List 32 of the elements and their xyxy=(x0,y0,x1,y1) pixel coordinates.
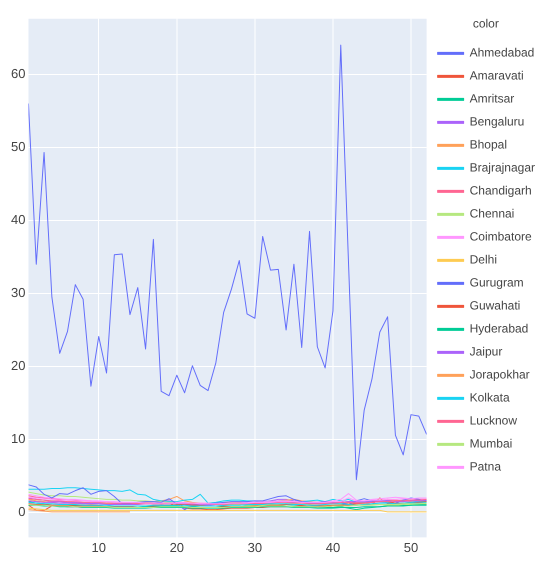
legend-label: Guwahati xyxy=(470,298,520,313)
y-tick-label: 10 xyxy=(10,431,26,446)
legend-label: Kolkata xyxy=(470,390,510,405)
legend-label: Chandigarh xyxy=(470,184,532,198)
legend-label: Mumbai xyxy=(470,436,512,451)
y-tick-label: 60 xyxy=(10,66,26,81)
x-tick-label: 20 xyxy=(170,540,184,555)
legend-label: Jorapokhar xyxy=(470,368,530,382)
y-tick-label: 30 xyxy=(10,285,26,300)
legend-title: color xyxy=(472,16,499,30)
y-tick-label: 0 xyxy=(18,504,26,520)
y-tick-label: 50 xyxy=(10,138,26,154)
x-tick-label: 40 xyxy=(326,540,340,555)
legend-label: Jaipur xyxy=(470,344,502,359)
legend-label: Brajrajnagar xyxy=(470,160,536,175)
legend-label: Lucknow xyxy=(470,414,518,428)
legend-label: Ahmedabad xyxy=(470,46,534,60)
legend-label: Patna xyxy=(470,460,502,474)
legend-label: Coimbatore xyxy=(470,230,532,244)
legend-label: Chennai xyxy=(470,206,514,221)
x-tick-label: 30 xyxy=(248,540,262,555)
legend-label: Bhopal xyxy=(470,138,508,152)
legend-label: Hyderabad xyxy=(470,322,528,336)
legend-label: Delhi xyxy=(470,252,497,267)
x-tick-label: 10 xyxy=(91,540,106,555)
y-tick-label: 20 xyxy=(10,358,26,374)
y-tick-label: 40 xyxy=(10,212,26,227)
legend-label: Bengaluru xyxy=(470,114,524,129)
legend-label: Gurugram xyxy=(470,276,524,290)
x-tick-label: 50 xyxy=(404,540,418,555)
legend-label: Amaravati xyxy=(470,68,524,83)
legend-label: Amritsar xyxy=(470,92,514,106)
